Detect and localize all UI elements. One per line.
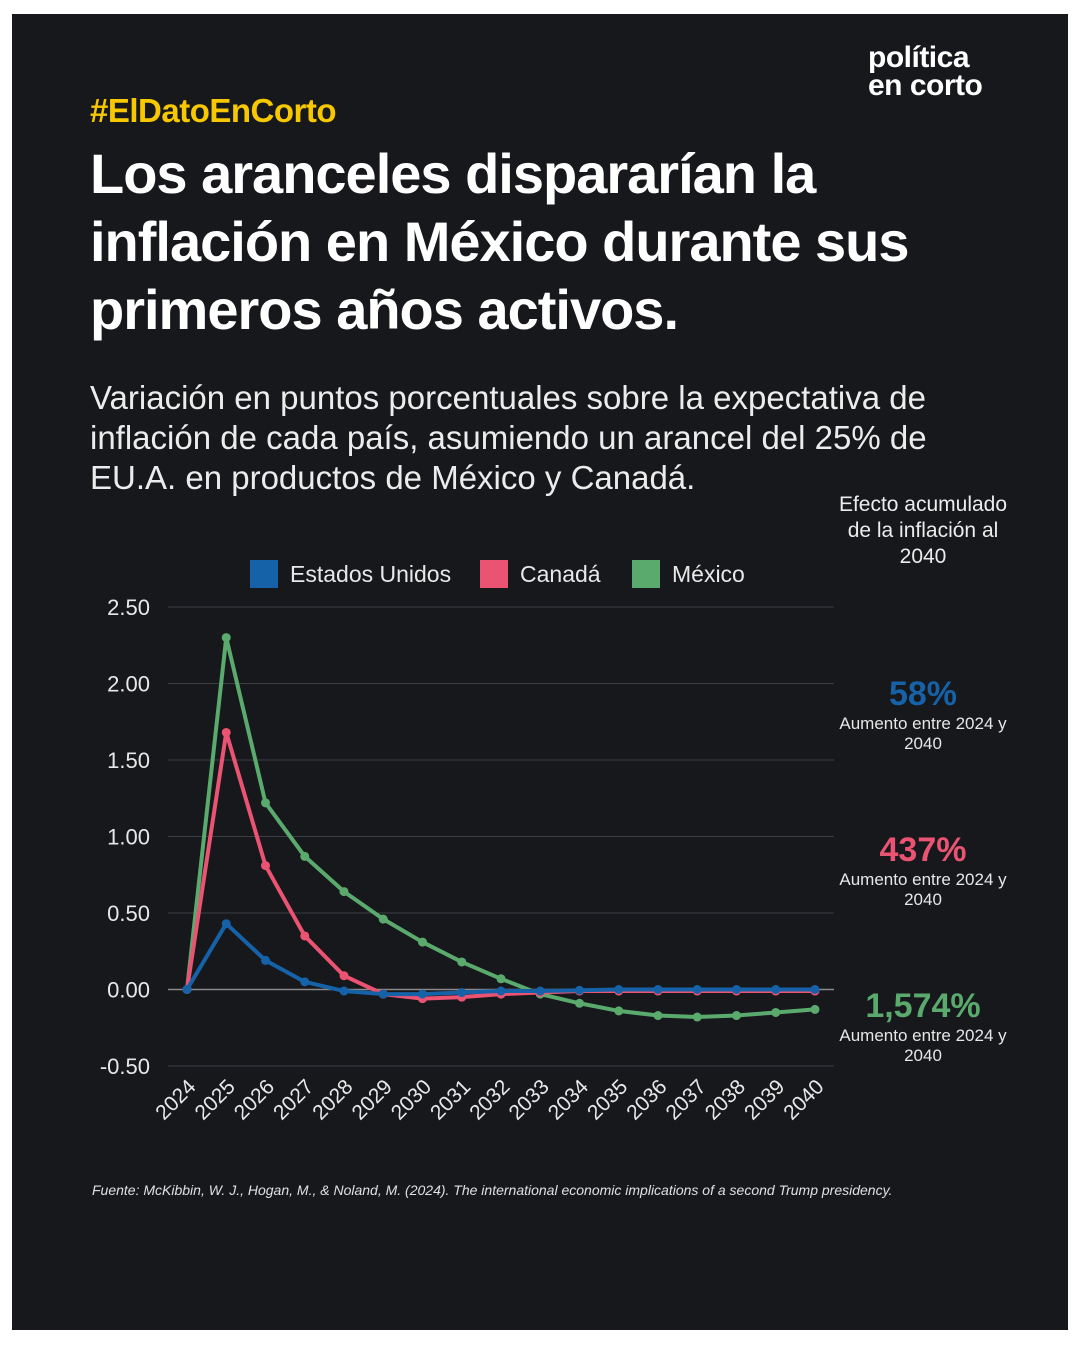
- data-point: [575, 985, 584, 995]
- data-point: [261, 955, 270, 965]
- brand-logo: política en corto: [868, 41, 1058, 102]
- x-tick-label: 2039: [740, 1075, 789, 1124]
- data-point: [771, 1007, 781, 1017]
- data-point: [221, 633, 231, 643]
- data-point: [339, 986, 349, 996]
- data-point: [653, 985, 663, 994]
- data-point: [300, 977, 310, 987]
- hashtag: #ElDatoEnCorto: [90, 92, 337, 129]
- data-point: [810, 985, 820, 994]
- stat-canada: 437% Aumento entre 2024 y 2040: [836, 830, 1010, 910]
- legend-label: Estados Unidos: [290, 561, 451, 587]
- infographic-card: [12, 14, 1068, 1330]
- data-point: [182, 985, 192, 994]
- y-tick-label: 0.00: [107, 978, 150, 1003]
- data-point: [732, 985, 741, 994]
- stat-note: Aumento entre 2024 y 2040: [839, 1026, 1007, 1065]
- legend-label: Canadá: [520, 561, 601, 587]
- series-line: [185, 921, 817, 997]
- stat-value: 437%: [879, 831, 967, 869]
- data-point: [339, 971, 349, 981]
- data-point: [378, 989, 388, 999]
- legend-swatch: [250, 560, 278, 588]
- side-panel-header: Efecto acumulado de la inflación al 2040: [838, 493, 1008, 568]
- data-point: [496, 974, 506, 984]
- y-tick-label: 0.50: [107, 901, 150, 926]
- series-line: [185, 635, 817, 1020]
- y-tick-label: -0.50: [100, 1054, 150, 1079]
- data-point: [575, 998, 584, 1008]
- x-tick-label: 2038: [701, 1075, 750, 1124]
- headline: Los aranceles dispararían la inflación e…: [90, 142, 910, 341]
- x-tick-label: 2030: [387, 1075, 436, 1124]
- y-tick-label: 2.00: [107, 672, 150, 697]
- data-point: [614, 1006, 624, 1016]
- data-point: [771, 985, 781, 994]
- stat-value: 58%: [888, 675, 958, 713]
- legend-label: México: [672, 561, 745, 587]
- stat-estados-unidos: 58% Aumento entre 2024 y 2040: [836, 674, 1010, 754]
- source-note: Fuente: McKibbin, W. J., Hogan, M., & No…: [92, 1182, 893, 1198]
- x-tick-label: 2028: [308, 1075, 357, 1124]
- data-point: [732, 1011, 741, 1021]
- data-point: [692, 985, 702, 994]
- data-point: [221, 919, 231, 929]
- stat-note: Aumento entre 2024 y 2040: [839, 714, 1007, 753]
- data-point: [692, 1012, 702, 1022]
- data-point: [221, 727, 231, 737]
- x-tick-label: 2040: [779, 1075, 828, 1124]
- data-point: [418, 989, 427, 999]
- data-point: [261, 798, 270, 808]
- x-tick-label: 2037: [661, 1075, 710, 1124]
- stat-note: Aumento entre 2024 y 2040: [839, 870, 1007, 909]
- data-point: [614, 985, 624, 994]
- stat-mexico: 1,574% Aumento entre 2024 y 2040: [836, 986, 1010, 1066]
- x-tick-label: 2025: [190, 1075, 239, 1124]
- data-point: [300, 931, 310, 941]
- legend-swatch: [632, 560, 660, 588]
- data-point: [339, 887, 349, 897]
- data-point: [496, 986, 506, 996]
- data-point: [457, 988, 467, 998]
- x-tick-label: 2033: [504, 1075, 553, 1124]
- x-tick-label: 2031: [426, 1075, 475, 1124]
- subtitle: Variación en puntos porcentuales sobre l…: [90, 379, 927, 496]
- y-tick-label: 2.50: [107, 595, 150, 620]
- data-point: [653, 1011, 663, 1021]
- data-point: [535, 986, 545, 996]
- data-point: [378, 914, 388, 924]
- data-point: [810, 1004, 820, 1014]
- x-tick-label: 2034: [544, 1075, 594, 1125]
- legend-swatch: [480, 560, 508, 588]
- x-tick-label: 2036: [622, 1075, 671, 1124]
- stat-value: 1,574%: [865, 987, 981, 1025]
- brand-logo-line1: política: [868, 41, 970, 74]
- y-tick-label: 1.50: [107, 748, 150, 773]
- x-tick-label: 2026: [230, 1075, 279, 1124]
- data-point: [457, 957, 467, 967]
- brand-logo-line2: en corto: [868, 69, 983, 102]
- data-point: [300, 851, 310, 861]
- data-point: [261, 861, 270, 871]
- series-line: [185, 730, 817, 1001]
- x-tick-label: 2035: [583, 1075, 632, 1124]
- inflation-line-chart: 2.502.001.501.000.500.00-0.5020242025202…: [100, 560, 834, 1125]
- x-tick-label: 2027: [269, 1075, 318, 1124]
- x-tick-label: 2024: [151, 1075, 201, 1125]
- data-point: [418, 937, 427, 947]
- y-tick-label: 1.00: [107, 825, 150, 850]
- x-tick-label: 2029: [347, 1075, 396, 1124]
- x-tick-label: 2032: [465, 1075, 514, 1124]
